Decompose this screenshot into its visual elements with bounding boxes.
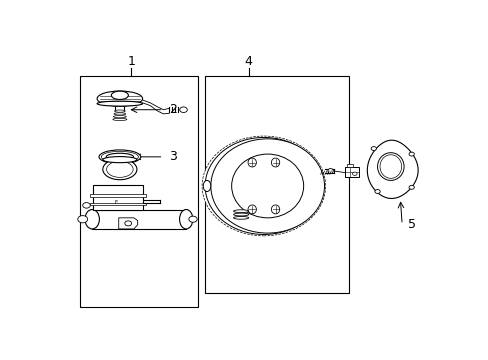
Ellipse shape [225, 152, 302, 220]
Circle shape [370, 147, 376, 150]
Ellipse shape [379, 155, 401, 178]
Ellipse shape [247, 205, 256, 214]
Ellipse shape [233, 216, 248, 219]
Text: 1: 1 [127, 55, 135, 68]
Ellipse shape [231, 154, 303, 218]
Circle shape [180, 107, 187, 112]
Polygon shape [205, 76, 348, 293]
Ellipse shape [179, 210, 192, 229]
Ellipse shape [218, 148, 308, 225]
Ellipse shape [377, 153, 403, 180]
Bar [92, 210, 186, 229]
Text: 2: 2 [169, 103, 177, 116]
Circle shape [188, 216, 197, 222]
Ellipse shape [271, 205, 279, 214]
Ellipse shape [327, 168, 332, 174]
Ellipse shape [210, 139, 324, 233]
Ellipse shape [113, 118, 126, 121]
Text: 4: 4 [244, 55, 252, 68]
Ellipse shape [106, 161, 133, 177]
Ellipse shape [203, 180, 210, 192]
Ellipse shape [271, 158, 279, 167]
Ellipse shape [202, 136, 325, 236]
Circle shape [78, 216, 87, 223]
Circle shape [408, 152, 413, 156]
Ellipse shape [97, 101, 142, 106]
Circle shape [124, 221, 131, 226]
Ellipse shape [106, 153, 133, 161]
Polygon shape [80, 76, 197, 307]
Ellipse shape [205, 138, 322, 234]
Bar [93, 185, 142, 210]
Ellipse shape [97, 91, 142, 106]
Bar [89, 194, 146, 197]
Text: 3: 3 [169, 150, 177, 163]
Ellipse shape [102, 159, 137, 180]
Ellipse shape [232, 157, 295, 215]
Ellipse shape [101, 151, 138, 162]
Circle shape [374, 190, 380, 193]
Ellipse shape [114, 110, 125, 112]
Ellipse shape [247, 158, 256, 167]
Ellipse shape [113, 116, 126, 118]
Ellipse shape [233, 210, 248, 212]
Polygon shape [119, 218, 138, 229]
Ellipse shape [111, 91, 128, 99]
Bar [346, 164, 352, 167]
Ellipse shape [211, 143, 315, 229]
Text: F: F [114, 200, 118, 205]
Ellipse shape [102, 157, 137, 163]
Polygon shape [366, 140, 417, 198]
Bar [345, 167, 358, 177]
Circle shape [408, 185, 413, 189]
Text: 5: 5 [407, 218, 415, 231]
Ellipse shape [233, 213, 248, 216]
Ellipse shape [85, 210, 99, 229]
Circle shape [82, 203, 90, 208]
Bar [89, 203, 146, 205]
Circle shape [352, 172, 356, 175]
Ellipse shape [99, 150, 141, 164]
Ellipse shape [114, 113, 125, 115]
